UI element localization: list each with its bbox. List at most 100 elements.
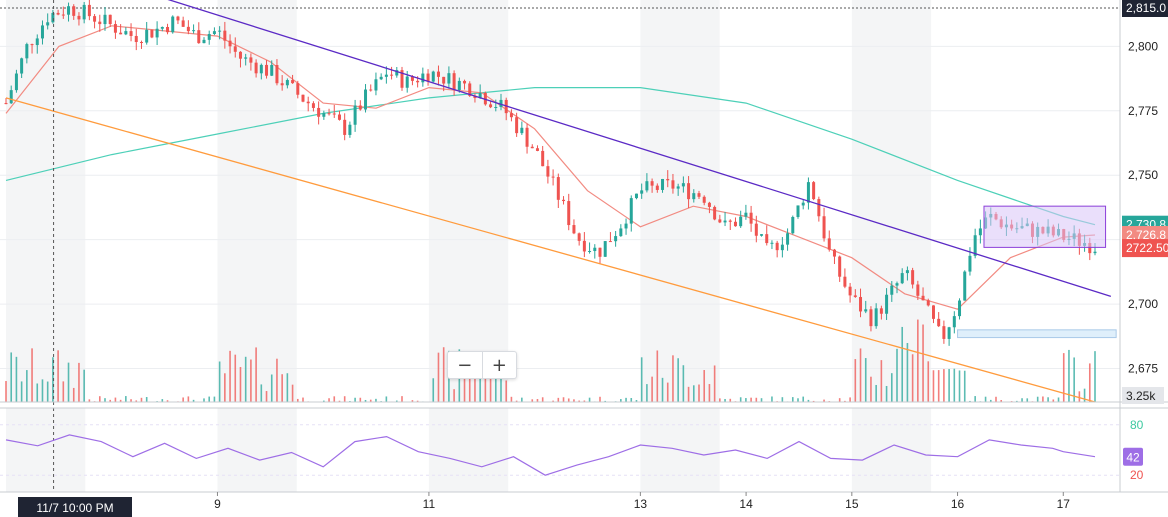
support-zone: [957, 329, 1117, 339]
consolidation-box: [983, 205, 1107, 248]
volume-bar: [844, 400, 846, 402]
volume-bar: [1021, 398, 1023, 402]
candle: [322, 113, 326, 117]
volume-bar: [10, 352, 13, 402]
candle: [859, 296, 863, 312]
volume-bar: [244, 356, 247, 402]
zoom-in-button[interactable]: +: [491, 354, 507, 376]
candle: [452, 73, 456, 91]
candle: [499, 99, 503, 107]
volume-bar: [234, 354, 237, 402]
candle: [291, 80, 295, 84]
zoom-out-button[interactable]: −: [448, 352, 483, 378]
candle: [155, 28, 159, 38]
volume-bar: [437, 352, 440, 402]
volume-bar: [385, 396, 388, 402]
volume-bar: [140, 397, 143, 402]
candle: [301, 94, 305, 102]
volume-bars: [5, 319, 1096, 402]
x-tick-label: 11: [423, 497, 436, 511]
candle: [744, 212, 748, 217]
volume-bar: [880, 360, 883, 402]
volume-bar: [463, 360, 466, 402]
volume-bar: [78, 362, 80, 402]
volume-bar: [1047, 397, 1049, 402]
candle: [926, 300, 930, 306]
candle: [733, 221, 737, 227]
candle: [645, 181, 649, 191]
volume-bar: [536, 399, 539, 402]
volume-bar: [286, 373, 289, 402]
candle: [812, 182, 816, 200]
candle: [82, 4, 86, 20]
volume-bar: [625, 397, 627, 402]
candle: [582, 240, 586, 252]
high-price-label-badge: [1122, 0, 1168, 17]
candle: [947, 327, 951, 339]
candle: [916, 284, 920, 296]
candle: [958, 300, 962, 317]
candle: [317, 107, 321, 117]
volume-bar: [510, 396, 513, 402]
candle: [108, 14, 112, 25]
volume-bar: [489, 373, 492, 402]
candle: [483, 92, 487, 105]
volume-bar: [651, 376, 653, 402]
candle: [687, 183, 691, 200]
candle: [598, 247, 602, 257]
volume-bar: [750, 397, 752, 402]
volume-bar: [52, 357, 54, 402]
volume-bar: [943, 369, 945, 402]
candle: [707, 202, 711, 207]
volume-bar: [182, 397, 184, 402]
candle: [567, 201, 571, 226]
volume-bar: [401, 396, 403, 402]
volume-bar: [1078, 391, 1081, 402]
session-bands: [6, 0, 932, 492]
candle: [832, 249, 836, 257]
ma-slow-line: [5, 87, 1096, 226]
volume-bar: [88, 399, 91, 402]
high-price-label: 2,815.0: [1126, 1, 1166, 15]
candle: [416, 80, 420, 83]
candle: [603, 241, 607, 257]
volume-bar: [359, 397, 362, 402]
candle: [754, 223, 758, 236]
candle: [973, 235, 977, 256]
volume-bar: [1094, 351, 1096, 402]
volume-bar: [781, 397, 784, 402]
volume-bar: [119, 399, 122, 402]
candle: [806, 182, 810, 203]
candle: [468, 83, 472, 96]
candle: [218, 30, 222, 32]
x-tick-label: 16: [951, 497, 965, 511]
volume-bar: [677, 358, 679, 402]
volume-bar: [505, 380, 508, 402]
candle: [718, 219, 722, 223]
volume-bar: [98, 396, 101, 402]
candle: [655, 185, 659, 190]
candle: [817, 199, 821, 217]
y-tick-label: 2,800: [1128, 39, 1158, 53]
candle: [124, 31, 128, 35]
candle: [46, 22, 50, 26]
volume-bar: [130, 399, 132, 402]
session-band-rsi: [428, 408, 509, 492]
candle: [9, 90, 13, 104]
candle: [306, 101, 310, 104]
volume-bar: [161, 399, 164, 402]
volume-bar: [739, 397, 742, 402]
candle: [285, 80, 289, 86]
volume-bar: [1083, 388, 1086, 402]
volume-bar: [557, 397, 560, 402]
volume-bar: [771, 396, 773, 402]
volume-bar: [1000, 400, 1003, 402]
candle: [588, 251, 592, 253]
candle: [614, 236, 618, 242]
volume-bar: [995, 396, 997, 402]
volume-bar: [620, 399, 622, 402]
volume-bar: [328, 398, 330, 402]
volume-bar: [296, 398, 299, 402]
